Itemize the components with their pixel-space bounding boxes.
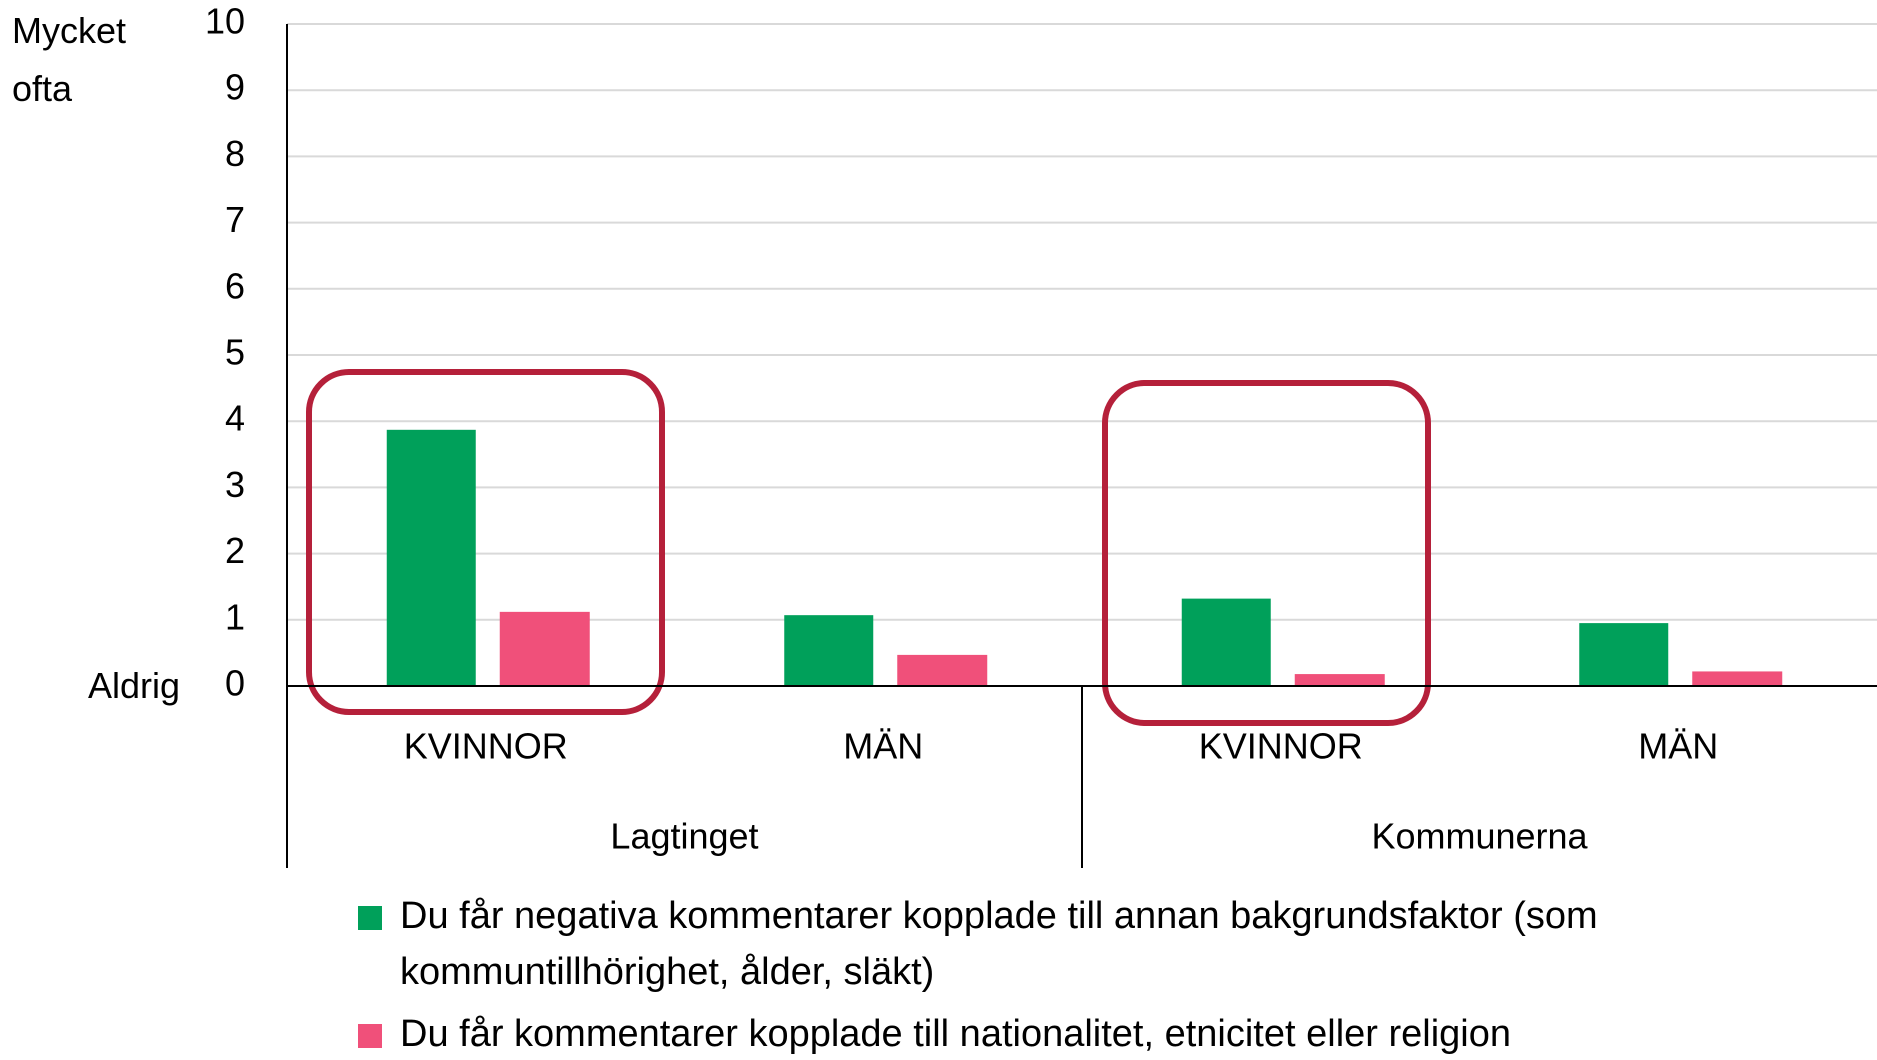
group-label: Kommunerna [1371,816,1588,857]
y-tick-label: 3 [225,464,245,505]
legend-swatch [358,1024,382,1048]
y-tick-label: 1 [225,596,245,637]
y-tick-label: 9 [225,67,245,108]
bottom-annotation: Aldrig [87,665,180,706]
legend: Du får negativa kommentarer kopplade til… [358,888,1858,1060]
y-tick-label: 6 [225,265,245,306]
highlight-box [1102,380,1431,726]
x-tick-label: MÄN [843,726,923,767]
legend-swatch [358,906,382,930]
bar [784,615,874,686]
bar [1181,598,1271,686]
y-tick-label: 4 [225,398,245,439]
y-tick-label: 0 [225,663,245,704]
legend-label: Du får negativa kommentarer kopplade til… [400,895,1598,993]
y-tick-label: 5 [225,332,245,373]
x-tick-label: KVINNOR [404,726,568,767]
group-label: Lagtinget [610,816,758,857]
bar [386,429,476,686]
plot: 0 1 2 3 4 5 6 7 8 9 10 KVINNOR MÄN KVINNOR MÄN Lagtinge… [205,1,1877,868]
bar [499,611,590,686]
bar [897,654,988,686]
y-tick-label: 8 [225,133,245,174]
legend-label: Du får kommentarer kopplade till nationa… [400,1013,1511,1055]
bar [1692,671,1783,686]
top-annotation: Mycket ofta [12,10,127,109]
highlight-box [306,369,665,715]
x-tick-label: KVINNOR [1199,726,1363,767]
bar [1294,674,1385,686]
legend-item: Du får kommentarer kopplade till nationa… [358,1006,1858,1060]
y-tick-label: 10 [205,1,245,42]
bar [1579,623,1669,686]
y-tick-label: 2 [225,530,245,571]
x-tick-label: MÄN [1638,726,1718,767]
legend-item: Du får negativa kommentarer kopplade til… [358,888,1858,1000]
y-tick-label: 7 [225,199,245,240]
